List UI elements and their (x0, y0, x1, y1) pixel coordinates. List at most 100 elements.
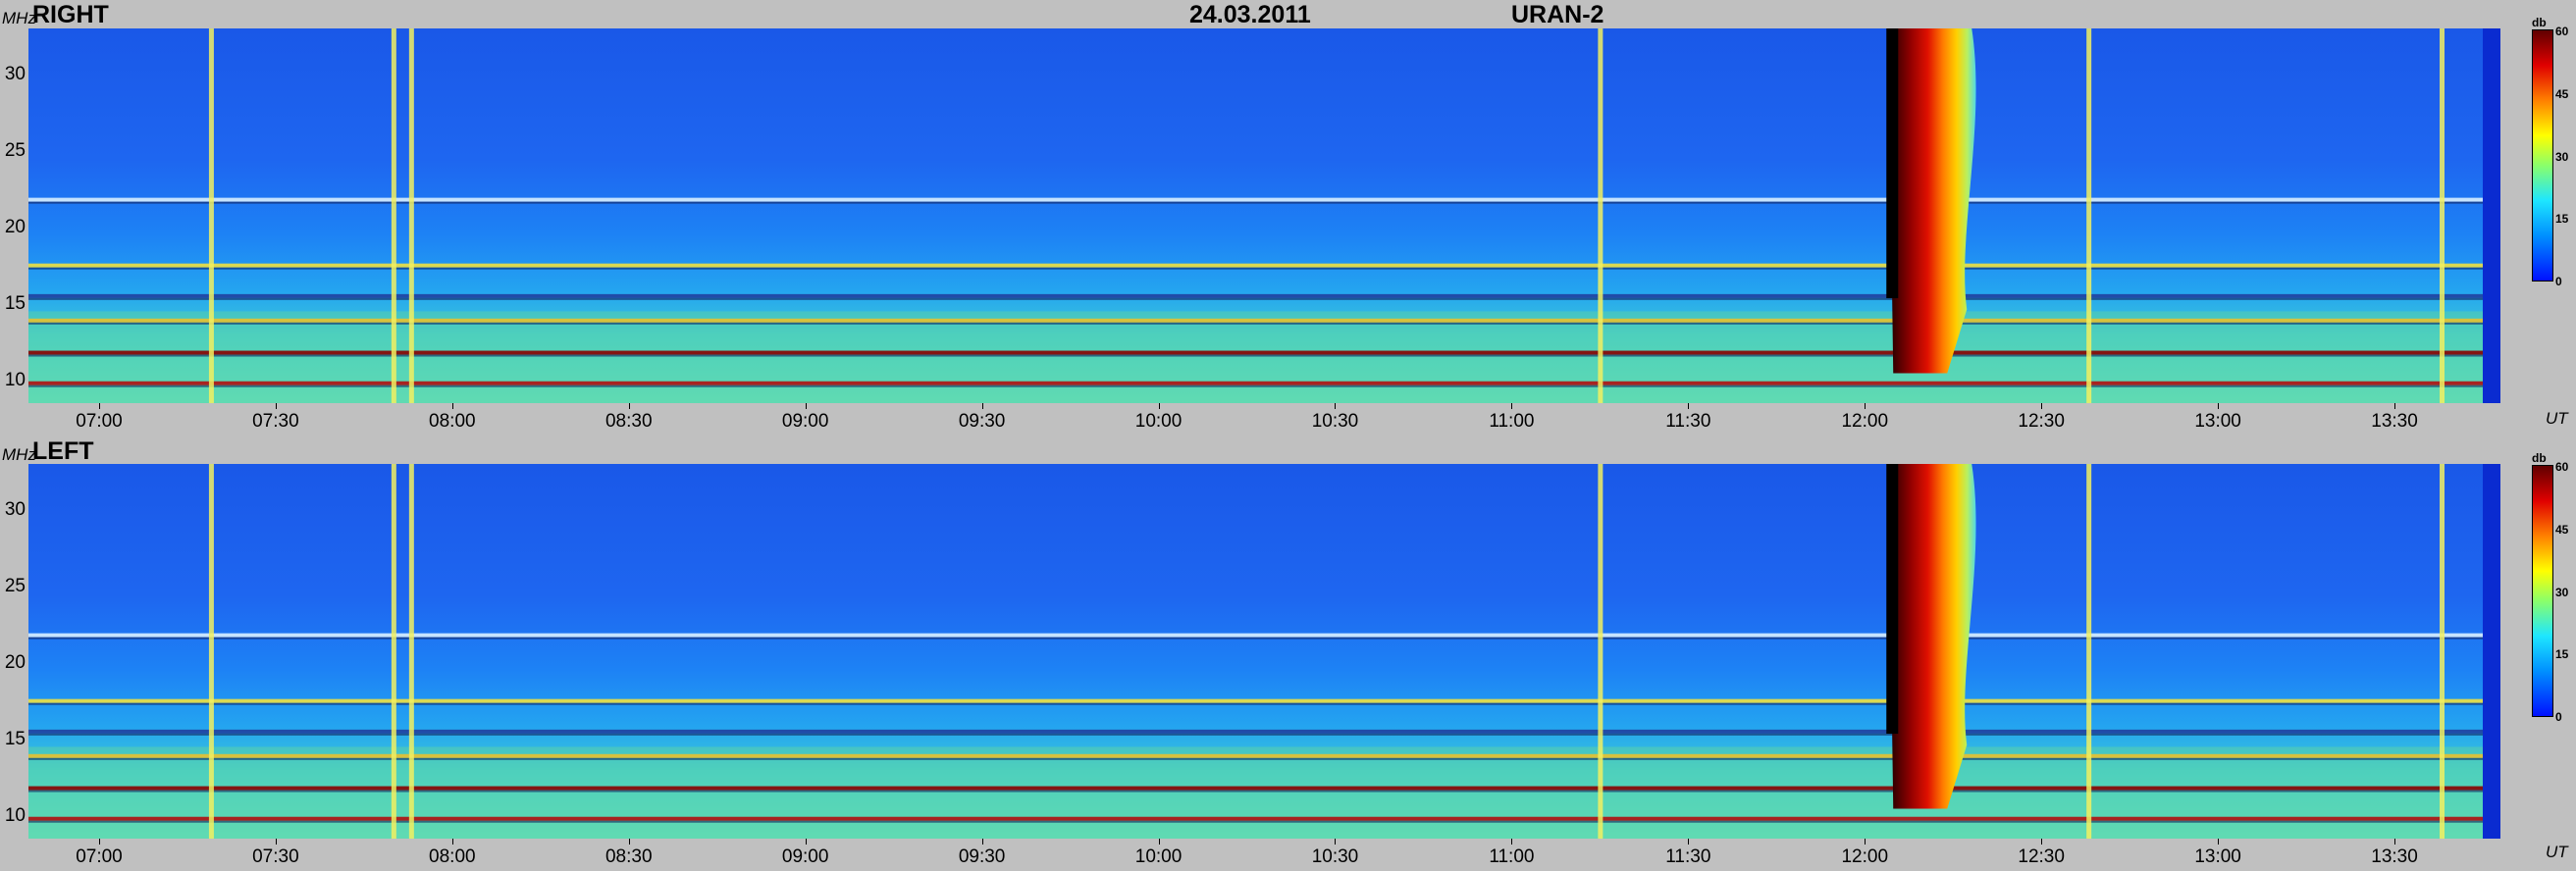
x-tick-label: 07:30 (252, 411, 299, 432)
colorbar-tick: 60 (2555, 460, 2569, 474)
x-tick-mark (981, 839, 983, 845)
x-tick-label: 08:30 (605, 846, 653, 867)
x-tick-mark (1688, 839, 1690, 845)
x-tick-mark (275, 403, 277, 409)
instrument-label: URAN-2 (1511, 1, 1604, 28)
y-tick-label: 30 (4, 63, 26, 84)
x-tick-mark (628, 839, 630, 845)
x-tick-label: 08:30 (605, 411, 653, 432)
y-tick-label: 30 (4, 498, 26, 520)
burst-core (1886, 464, 1899, 735)
x-tick-mark (2041, 403, 2043, 409)
burst-core (1886, 28, 1899, 299)
x-tick-mark (805, 403, 807, 409)
panel-title-right: RIGHT (32, 1, 109, 28)
x-tick-mark (1511, 839, 1513, 845)
vertical-burst (408, 464, 414, 839)
x-tick-label: 13:30 (2371, 411, 2418, 432)
x-tick-mark (805, 839, 807, 845)
y-unit-top: MHz (2, 9, 36, 27)
date-label: 24.03.2011 (1189, 1, 1311, 28)
x-tick-label: 11:30 (1665, 411, 1711, 432)
x-unit-bottom: UT (2546, 843, 2568, 861)
panel-edge-strip (2483, 464, 2500, 839)
interference-band (28, 263, 2500, 268)
x-tick-label: 13:00 (2194, 411, 2241, 432)
interference-band-edge (28, 297, 2500, 300)
spectrogram-left (28, 464, 2500, 839)
x-tick-mark (1335, 403, 1337, 409)
y-tick-label: 25 (4, 139, 26, 161)
x-tick-mark (1158, 839, 1160, 845)
colorbar-left (2532, 465, 2553, 717)
colorbar-tick: 45 (2555, 522, 2569, 537)
x-tick-label: 10:00 (1134, 846, 1183, 867)
interference-band-edge (28, 757, 2500, 760)
x-tick-label: 10:30 (1311, 411, 1359, 432)
y-tick-label: 15 (4, 292, 26, 314)
x-tick-label: 09:00 (781, 846, 829, 867)
x-tick-label: 12:30 (2018, 411, 2065, 432)
y-tick-label: 10 (4, 369, 26, 390)
x-tick-label: 07:00 (76, 411, 123, 432)
vertical-burst (1598, 464, 1603, 839)
spectrogram-right (28, 28, 2500, 403)
y-unit-bottom: MHz (2, 445, 36, 464)
colorbar-tick: 45 (2555, 86, 2569, 101)
interference-band-edge (28, 637, 2500, 640)
x-tick-mark (451, 839, 453, 845)
y-tick-label: 20 (4, 651, 26, 673)
x-tick-label: 12:00 (1841, 846, 1889, 867)
interference-band (28, 381, 2500, 385)
solar-radio-burst (1888, 28, 1976, 374)
interference-band-edge (28, 201, 2500, 204)
panel-title-left: LEFT (32, 437, 94, 465)
x-tick-mark (1335, 839, 1337, 845)
interference-band (28, 633, 2500, 638)
interference-band (28, 350, 2500, 355)
vertical-burst (2086, 464, 2092, 839)
x-tick-label: 13:00 (2194, 846, 2241, 867)
x-tick-label: 10:00 (1134, 411, 1183, 432)
colorbar-tick: 0 (2555, 710, 2562, 724)
colorbar-tick: 15 (2555, 212, 2569, 227)
y-tick-label: 25 (4, 575, 26, 596)
x-tick-label: 08:00 (429, 411, 476, 432)
interference-band (28, 786, 2500, 791)
x-tick-mark (275, 839, 277, 845)
interference-band (28, 318, 2500, 323)
x-tick-mark (1865, 403, 1866, 409)
x-tick-mark (1865, 839, 1866, 845)
x-tick-label: 09:30 (958, 411, 1006, 432)
y-tick-label: 15 (4, 728, 26, 749)
interference-band (28, 293, 2500, 298)
colorbar-tick: 30 (2555, 585, 2569, 599)
x-tick-label: 10:30 (1311, 846, 1359, 867)
interference-band (28, 729, 2500, 734)
x-tick-mark (1511, 403, 1513, 409)
x-tick-label: 09:00 (781, 411, 829, 432)
y-tick-label: 20 (4, 216, 26, 237)
vertical-burst (208, 28, 214, 403)
x-tick-label: 07:00 (76, 846, 123, 867)
x-tick-mark (98, 403, 100, 409)
x-tick-mark (2041, 839, 2043, 845)
x-tick-mark (2218, 403, 2220, 409)
interference-band-edge (28, 267, 2500, 270)
x-tick-label: 11:00 (1489, 846, 1535, 867)
vertical-burst (1598, 28, 1603, 403)
interference-band-edge (28, 790, 2500, 793)
vertical-burst (391, 28, 396, 403)
interference-band-edge (28, 384, 2500, 387)
interference-band-edge (28, 820, 2500, 823)
colorbar-tick: 15 (2555, 647, 2569, 662)
vertical-burst (391, 464, 396, 839)
low-freq-noise (28, 746, 2500, 839)
x-tick-mark (981, 403, 983, 409)
x-tick-mark (2394, 839, 2396, 845)
spectrogram-left-svg (28, 464, 2500, 839)
spectrogram-right-svg (28, 28, 2500, 403)
x-tick-label: 12:00 (1841, 411, 1889, 432)
x-tick-mark (98, 839, 100, 845)
interference-band-edge (28, 733, 2500, 736)
